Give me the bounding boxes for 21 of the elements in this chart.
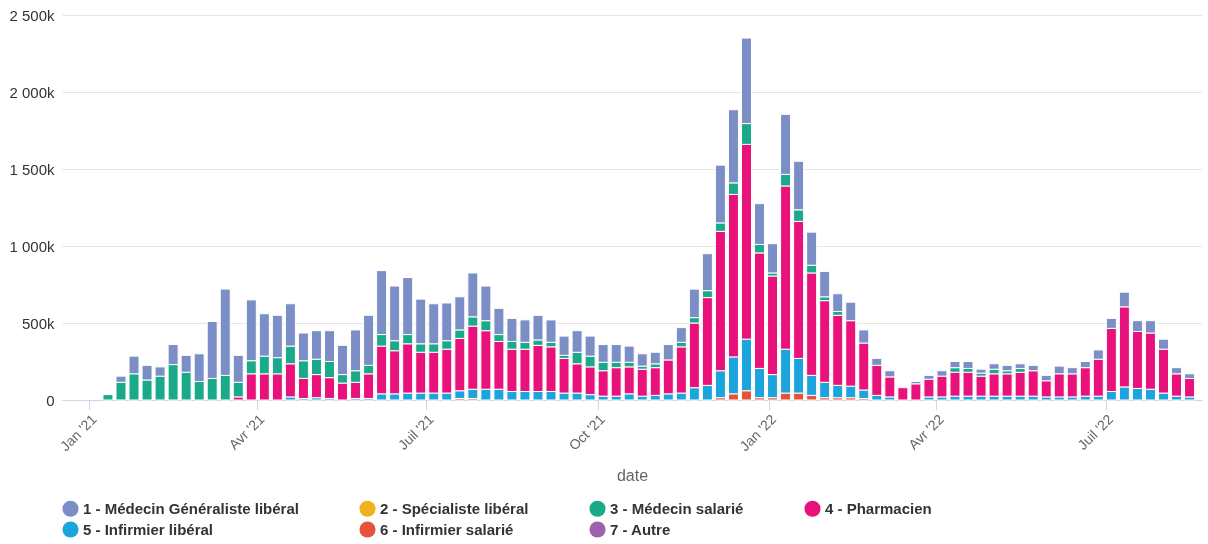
x-tick-label: Juil '22 [1074, 410, 1117, 453]
x-tick-label: Avr '21 [225, 410, 268, 453]
legend-label: 4 - Pharmacien [825, 499, 932, 517]
y-tick-label: 1 500k [9, 160, 55, 178]
y-tick-label: 1 000k [9, 237, 55, 255]
y-tick-label: 500k [21, 314, 55, 332]
x-tick-label: Jan '22 [736, 410, 780, 455]
y-tick-label: 2 000k [9, 83, 55, 101]
x-tick-label: Juil '21 [394, 410, 437, 453]
legend-label: 1 - Médecin Généraliste libéral [83, 499, 299, 517]
legend-label: 5 - Infirmier libéral [83, 520, 214, 538]
y-tick-label: 2 500k [9, 6, 55, 24]
legend-label: 2 - Spécialiste libéral [380, 499, 529, 517]
legend-label: 3 - Médecin salarié [610, 499, 744, 517]
legend-label: 6 - Infirmier salarié [380, 520, 514, 538]
x-tick-label: Jan '21 [56, 410, 100, 455]
x-tick-label: Avr '22 [905, 410, 947, 453]
y-tick-label: 0 [46, 391, 55, 409]
legend-label: 7 - Autre [610, 520, 671, 538]
x-axis-title: date [616, 467, 649, 485]
x-tick-label: Oct '21 [565, 410, 609, 454]
